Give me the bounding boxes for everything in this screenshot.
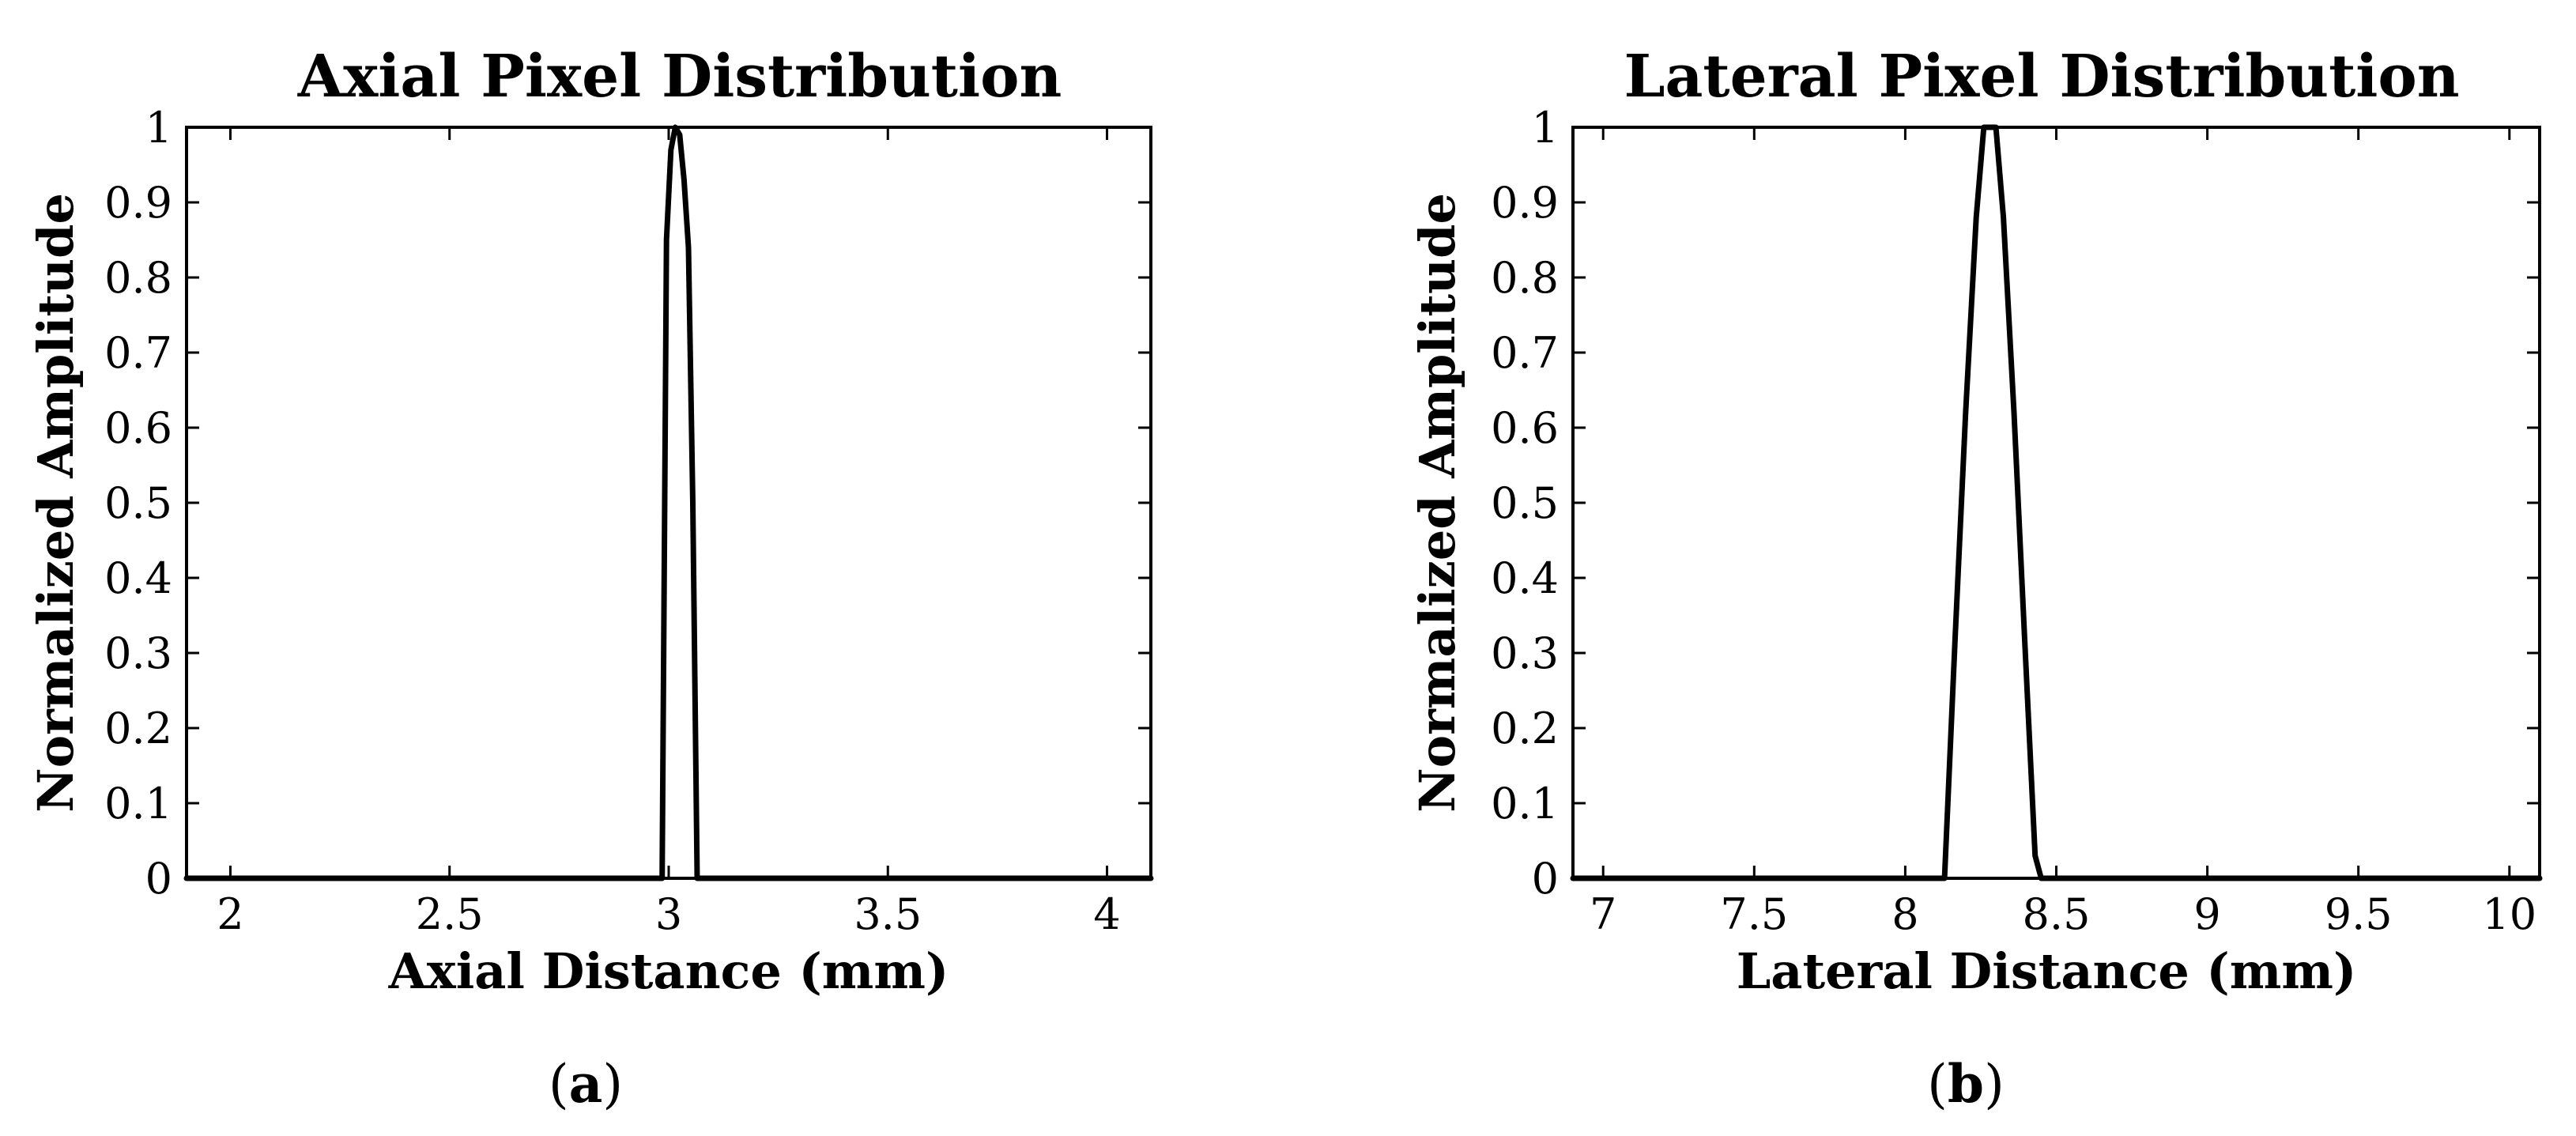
chart-b-panel-label-open: ( xyxy=(1927,1054,1948,1115)
chart-b-y-tick-label: 0.6 xyxy=(1491,403,1559,453)
chart-b-series-line xyxy=(1570,124,2543,881)
chart-a-y-tick-label: 0 xyxy=(145,854,172,904)
chart-a-y-tick-label: 0.5 xyxy=(104,478,172,528)
chart-a-panel-label: (a) xyxy=(549,1053,623,1115)
chart-a-y-tick-label: 0.8 xyxy=(104,253,172,303)
chart-a-y-ticks: 0 0.1 0.2 0.3 0.4 0.5 0.6 0.7 0.8 0.9 1 xyxy=(104,103,1151,904)
chart-b-y-tick-label: 0.3 xyxy=(1491,628,1559,678)
chart-b-x-tick-label: 7 xyxy=(1590,889,1616,939)
chart-a-panel-label-close: ) xyxy=(602,1054,623,1115)
chart-a-panel-label-letter: a xyxy=(569,1053,603,1115)
chart-b-y-tick-label: 0.8 xyxy=(1491,253,1559,303)
chart-a-x-tick-label: 2 xyxy=(217,889,243,939)
chart-b-panel-label: (b) xyxy=(1927,1053,2005,1115)
chart-b-panel-label-letter: b xyxy=(1948,1053,1984,1115)
chart-b-x-tick-label: 8 xyxy=(1891,889,1918,939)
chart-a-x-tick-label: 2.5 xyxy=(416,889,484,939)
chart-b-x-tick-label: 10 xyxy=(2482,889,2536,939)
chart-a-x-tick-label: 3 xyxy=(655,889,682,939)
chart-a-panel-label-open: ( xyxy=(549,1054,569,1115)
chart-b-y-tick-label: 0.5 xyxy=(1491,478,1559,528)
chart-b-title: Lateral Pixel Distribution xyxy=(1624,43,2459,111)
chart-b-y-tick-label: 0.9 xyxy=(1491,178,1559,228)
chart-b-y-tick-label: 1 xyxy=(1532,103,1559,153)
chart-b-y-tick-label: 0.1 xyxy=(1491,779,1559,828)
chart-b-x-tick-label: 9.5 xyxy=(2325,889,2393,939)
chart-b-y-ticks: 0 0.1 0.2 0.3 0.4 0.5 0.6 0.7 0.8 0.9 1 xyxy=(1491,103,2540,904)
chart-b: Lateral Pixel Distribution 0 0.1 0.2 0.3 0.4… xyxy=(1409,43,2543,1115)
chart-b-x-tick-label: 8.5 xyxy=(2023,889,2091,939)
chart-b-plot-frame xyxy=(1571,126,2541,880)
chart-b-panel-label-close: ) xyxy=(1984,1054,2005,1115)
chart-a-y-tick-label: 0.2 xyxy=(104,704,172,753)
chart-a-series-line xyxy=(183,124,1154,881)
chart-a-y-tick-label: 0.3 xyxy=(104,628,172,678)
chart-a-x-ticks: 2 2.5 3 3.5 4 xyxy=(217,127,1121,939)
chart-b-y-tick-label: 0.7 xyxy=(1491,328,1559,378)
chart-a: Axial Pixel Distribution 0 0.1 0.2 0.3 0.4 0.… xyxy=(27,43,1154,1115)
chart-b-x-tick-label: 7.5 xyxy=(1720,889,1788,939)
chart-a-x-tick-label: 3.5 xyxy=(854,889,922,939)
chart-a-y-tick-label: 0.9 xyxy=(104,178,172,228)
chart-a-x-tick-label: 4 xyxy=(1093,889,1120,939)
chart-a-title: Axial Pixel Distribution xyxy=(297,43,1062,111)
chart-a-y-tick-label: 1 xyxy=(145,103,172,153)
chart-b-y-tick-label: 0.4 xyxy=(1491,553,1559,603)
chart-a-y-axis-label: Normalized Amplitude xyxy=(27,193,85,813)
chart-b-y-axis-label: Normalized Amplitude xyxy=(1409,193,1466,813)
chart-b-x-ticks: 7 7.5 8 8.5 9 9.5 10 xyxy=(1590,127,2536,939)
chart-a-y-tick-label: 0.1 xyxy=(104,779,172,828)
chart-b-x-axis-label: Lateral Distance (mm) xyxy=(1737,942,2357,1000)
chart-a-y-tick-label: 0.7 xyxy=(104,328,172,378)
chart-b-y-tick-label: 0 xyxy=(1532,854,1559,904)
chart-a-y-tick-label: 0.4 xyxy=(104,553,172,603)
chart-b-y-tick-label: 0.2 xyxy=(1491,704,1559,753)
chart-b-x-tick-label: 9 xyxy=(2193,889,2220,939)
chart-a-y-tick-label: 0.6 xyxy=(104,403,172,453)
chart-a-x-axis-label: Axial Distance (mm) xyxy=(388,942,949,1000)
